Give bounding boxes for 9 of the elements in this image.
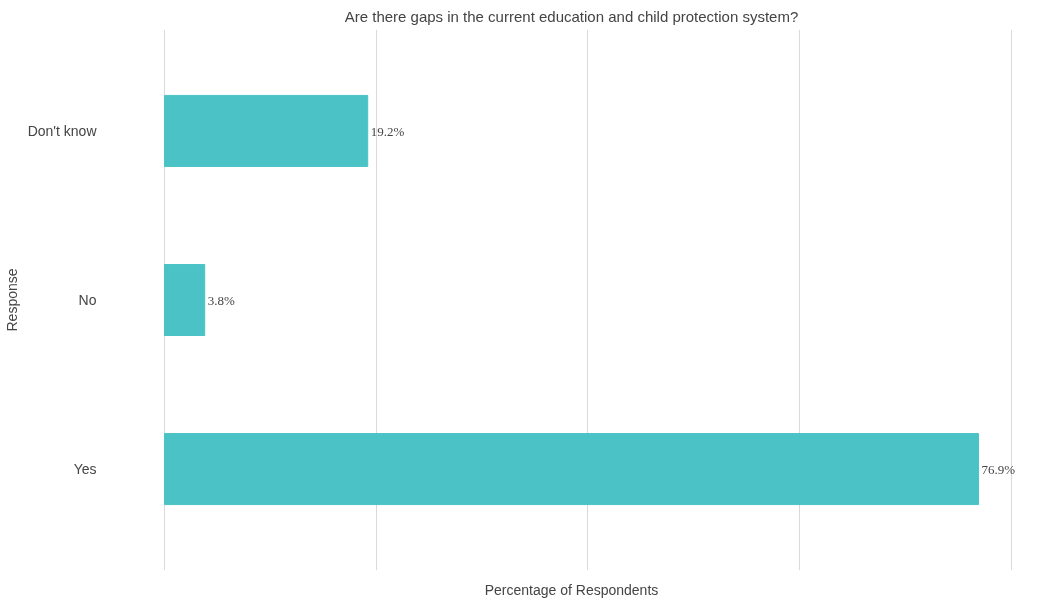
- y-tick-label: Yes: [73, 461, 97, 478]
- y-tick-label: Don't know: [27, 122, 98, 139]
- data-label: 76.9%: [981, 462, 1016, 478]
- data-label: 19.2%: [370, 123, 405, 139]
- data-label: 3.8%: [207, 293, 235, 308]
- y-axis-title: Response: [3, 268, 20, 332]
- chart-title: Are there gaps in the current education and child protection system?: [344, 7, 799, 25]
- x-axis-title: Percentage of Respondents: [484, 581, 659, 598]
- y-tick-label: No: [78, 292, 97, 308]
